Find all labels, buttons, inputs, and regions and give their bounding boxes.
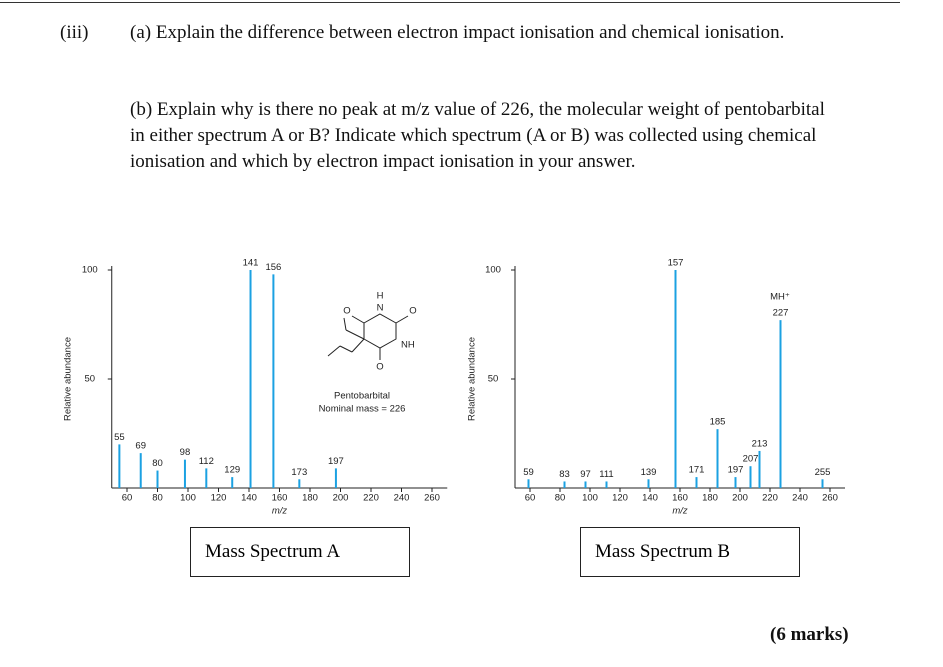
peak-label: 98 xyxy=(180,447,191,458)
top-rule xyxy=(0,2,900,3)
peak xyxy=(139,453,142,488)
peak-label: 69 xyxy=(135,441,146,452)
peak xyxy=(118,444,121,488)
peak-label: 157 xyxy=(668,258,684,269)
structure xyxy=(327,313,409,360)
peak-label: 55 xyxy=(114,432,125,443)
peak xyxy=(758,450,761,488)
peak-label: 213 xyxy=(752,438,768,449)
x-tick-label: 160 xyxy=(672,493,688,504)
peak-label: 197 xyxy=(328,456,344,467)
atom-label: H xyxy=(377,291,384,302)
peak-label: 112 xyxy=(199,456,214,467)
atom-label: O xyxy=(343,306,350,317)
peak xyxy=(821,479,824,488)
peak xyxy=(334,468,337,488)
y-tick-label: 50 xyxy=(84,374,95,385)
peak xyxy=(779,320,782,488)
marks: (6 marks) xyxy=(770,624,849,645)
peak-label: 80 xyxy=(152,458,163,469)
question-b: (b) Explain why is there no peak at m/z … xyxy=(130,99,825,172)
peak xyxy=(716,429,719,488)
peak-label: 197 xyxy=(728,465,744,476)
y-tick-label: 100 xyxy=(485,265,501,276)
peak xyxy=(272,274,275,488)
peak-label: 185 xyxy=(710,417,726,428)
caption-a: Mass Spectrum A xyxy=(190,527,410,577)
peak-label: 83 xyxy=(559,469,570,480)
peak xyxy=(156,470,159,488)
y-tick-label: 50 xyxy=(488,374,499,385)
peak xyxy=(647,479,650,488)
annotation: Nominal mass = 226 xyxy=(319,404,406,415)
peak-label: 141 xyxy=(243,258,259,269)
peak xyxy=(563,481,566,488)
peak-label: 139 xyxy=(641,467,657,478)
x-tick-label: 100 xyxy=(582,493,598,504)
y-axis-label: Relative abundance xyxy=(63,337,74,421)
peak-label: 173 xyxy=(291,467,307,478)
peak-label: 156 xyxy=(265,262,281,273)
x-tick-label: 120 xyxy=(211,493,227,504)
peak xyxy=(605,481,608,488)
peak-label: 255 xyxy=(815,467,831,478)
peak xyxy=(695,477,698,488)
x-tick-label: 260 xyxy=(822,493,838,504)
x-tick-label: 100 xyxy=(180,493,196,504)
x-tick-label: 220 xyxy=(762,493,778,504)
annotation: Pentobarbital xyxy=(334,391,390,402)
y-tick-label: 100 xyxy=(82,265,98,276)
x-tick-label: 200 xyxy=(333,493,349,504)
y-axis-label: Relative abundance xyxy=(467,337,478,421)
question-a: (a) Explain the difference between elect… xyxy=(130,22,785,43)
caption-b: Mass Spectrum B xyxy=(580,527,800,577)
peak-label: 111 xyxy=(599,469,613,480)
x-tick-label: 140 xyxy=(241,493,257,504)
peak xyxy=(527,479,530,488)
peak xyxy=(674,270,677,488)
x-tick-label: 200 xyxy=(732,493,748,504)
peak-label: 171 xyxy=(689,465,705,476)
annotation: MH⁺ xyxy=(770,292,790,303)
x-axis-label: m/z xyxy=(672,506,688,517)
peak xyxy=(734,477,737,488)
x-tick-label: 160 xyxy=(272,493,288,504)
atom-label: O xyxy=(376,362,383,373)
x-tick-label: 60 xyxy=(122,493,133,504)
peak xyxy=(231,477,234,488)
x-tick-label: 220 xyxy=(363,493,379,504)
x-tick-label: 80 xyxy=(555,493,566,504)
x-tick-label: 240 xyxy=(792,493,808,504)
peak xyxy=(205,468,208,488)
peak xyxy=(298,479,301,488)
peak-label: 97 xyxy=(580,469,591,480)
peak-label: 227 xyxy=(773,308,789,319)
atom-label: NH xyxy=(401,340,415,351)
peak xyxy=(183,459,186,488)
peak xyxy=(749,466,752,488)
x-tick-label: 140 xyxy=(642,493,658,504)
x-tick-label: 180 xyxy=(302,493,318,504)
x-tick-label: 60 xyxy=(525,493,536,504)
x-tick-label: 260 xyxy=(424,493,440,504)
peak-label: 59 xyxy=(523,467,534,478)
x-tick-label: 180 xyxy=(702,493,718,504)
peak-label: 207 xyxy=(743,454,759,465)
peak xyxy=(584,481,587,488)
peak xyxy=(249,270,252,488)
atom-label: O xyxy=(409,306,416,317)
x-axis-label: m/z xyxy=(272,506,288,517)
x-tick-label: 80 xyxy=(152,493,163,504)
peak-label: 129 xyxy=(224,465,240,476)
x-tick-label: 120 xyxy=(612,493,628,504)
atom-label: N xyxy=(377,303,384,314)
x-tick-label: 240 xyxy=(394,493,410,504)
part-number: (iii) xyxy=(60,22,89,43)
